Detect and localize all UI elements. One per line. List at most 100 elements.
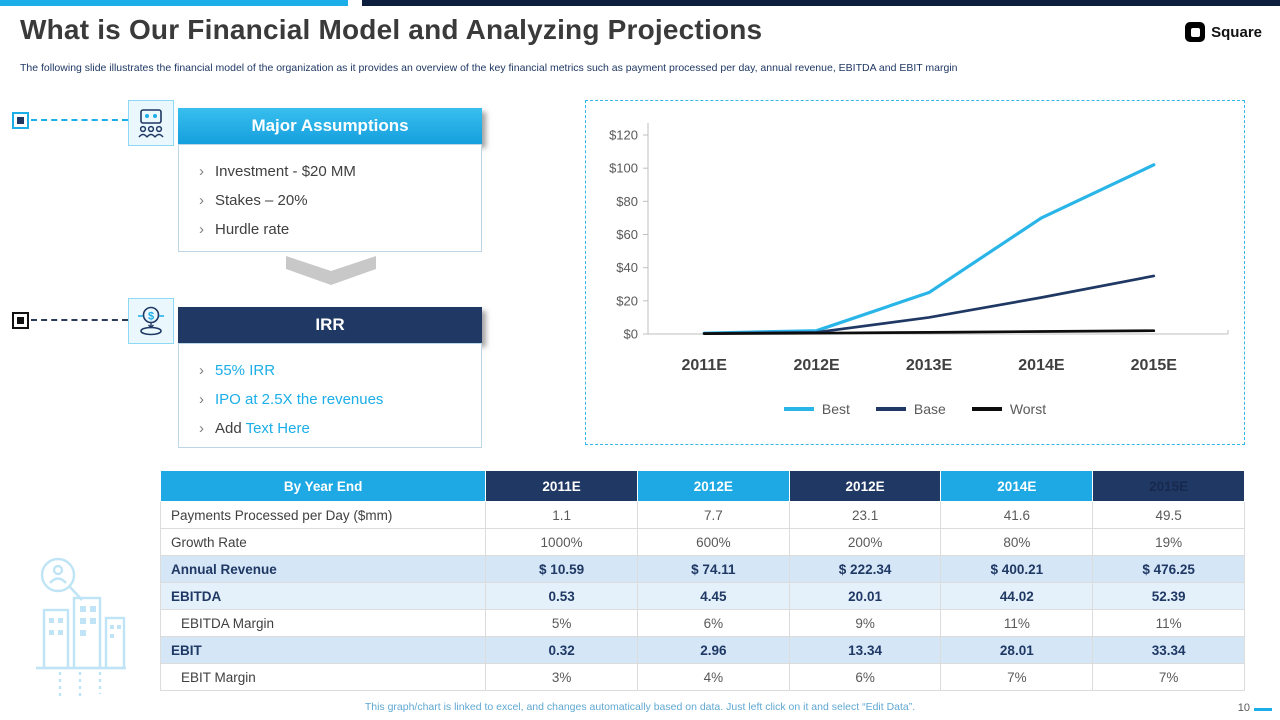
legend-swatch <box>783 407 814 411</box>
major-assumptions-title: Major Assumptions <box>251 116 409 135</box>
bullet-item: › Investment - $20 MM <box>179 157 481 186</box>
row-value: 7% <box>940 663 1094 691</box>
row-value: 600% <box>636 528 790 556</box>
row-value: 52.39 <box>1092 582 1245 610</box>
svg-text:2013E: 2013E <box>906 357 953 374</box>
svg-text:$120: $120 <box>609 128 638 143</box>
bullet-text: Hurdle rate <box>215 221 290 238</box>
table-header-cell: 2011E <box>485 470 638 502</box>
irr-icon-box: $ <box>128 298 174 344</box>
table-header-cell: 2015E <box>1092 470 1245 502</box>
legend-swatch <box>971 407 1002 411</box>
legend-label: Best <box>821 401 850 417</box>
row-label: EBIT Margin <box>159 663 487 691</box>
square-logo-icon <box>1185 22 1206 42</box>
bullet-marker: › <box>199 221 204 238</box>
row-value: $ 400.21 <box>940 555 1094 583</box>
row-label: Annual Revenue <box>159 555 487 583</box>
legend-item: Worst <box>971 401 1047 417</box>
row-value: $ 222.34 <box>788 555 942 583</box>
row-value: 2.96 <box>636 636 790 664</box>
row-value: 5% <box>485 609 638 637</box>
page-number: 10 <box>1237 702 1250 714</box>
dashed-connector <box>31 319 128 321</box>
rail-marker-icon <box>12 112 29 129</box>
svg-text:2012E: 2012E <box>793 357 840 374</box>
table-header-cell: 2012E <box>636 470 790 502</box>
legend-label: Worst <box>1009 401 1047 417</box>
row-value: 0.53 <box>485 582 638 610</box>
row-value: 7% <box>1092 663 1245 691</box>
row-value: 6% <box>788 663 942 691</box>
row-value: 41.6 <box>940 501 1094 529</box>
legend-swatch <box>875 407 906 411</box>
row-value: 11% <box>1092 609 1245 637</box>
financial-metrics-table: By Year End 2011E 2012E 2012E 2014E 2015E Paym… <box>159 470 1245 691</box>
row-value: $ 476.25 <box>1092 555 1245 583</box>
rail-marker-icon <box>12 312 29 329</box>
svg-text:2011E: 2011E <box>682 357 728 374</box>
table-header-row: By Year End 2011E 2012E 2012E 2014E 2015E <box>159 470 1245 502</box>
slide-subtitle: The following slide illustrates the fina… <box>20 62 958 74</box>
major-assumptions-header: Major Assumptions <box>178 108 482 144</box>
bullet-text: Add Text Here <box>215 420 310 437</box>
bullet-text: IPO at 2.5X the revenues <box>215 391 384 408</box>
row-value: 80% <box>940 528 1094 556</box>
svg-text:2015E: 2015E <box>1131 357 1178 374</box>
table-row: EBIT Margin 3% 4% 6% 7% 7% <box>159 663 1245 691</box>
row-label: Growth Rate <box>159 528 487 556</box>
assumptions-icon-box <box>128 100 174 146</box>
projections-line-chart[interactable]: $0 $20 $40 $60 $80 $100 $120 2011E 2012E 2013E 201… <box>585 100 1245 445</box>
row-value: 9% <box>788 609 942 637</box>
row-value: 33.34 <box>1092 636 1245 664</box>
bullet-item: › Stakes – 20% <box>179 186 481 215</box>
table-row: Growth Rate 1000% 600% 200% 80% 19% <box>159 528 1245 556</box>
table-header-cell: 2014E <box>940 470 1094 502</box>
bullet-text: Stakes – 20% <box>215 192 308 209</box>
svg-text:$40: $40 <box>616 260 638 275</box>
page-number-accent-dash <box>1254 708 1272 711</box>
row-value: 44.02 <box>940 582 1094 610</box>
row-value: 13.34 <box>788 636 942 664</box>
meeting-people-icon <box>138 109 164 138</box>
irr-header: IRR <box>178 307 482 343</box>
bullet-text: 55% IRR <box>215 362 276 379</box>
row-value: 20.01 <box>788 582 942 610</box>
table-row: EBITDA Margin 5% 6% 9% 11% 11% <box>159 609 1245 637</box>
legend-item: Best <box>783 401 850 417</box>
table-row: Annual Revenue $ 10.59 $ 74.11 $ 222.34 $ 40… <box>159 555 1245 583</box>
row-value: 200% <box>788 528 942 556</box>
assumptions-list: › Investment - $20 MM › Stakes – 20% › Hurdle… <box>178 144 482 252</box>
row-label: EBITDA Margin <box>159 609 487 637</box>
svg-text:$0: $0 <box>624 327 638 342</box>
bullet-item[interactable]: › Add Text Here <box>179 414 481 443</box>
svg-text:$80: $80 <box>616 194 638 209</box>
top-accent-bar-right <box>362 0 1280 6</box>
row-label: Payments Processed per Day ($mm) <box>159 501 487 529</box>
bullet-item: › IPO at 2.5X the revenues <box>179 385 481 414</box>
brand-logo: Square <box>1185 22 1262 42</box>
row-value: 28.01 <box>940 636 1094 664</box>
dollar-funnel-icon: $ <box>138 306 164 336</box>
bullet-marker: › <box>199 420 204 437</box>
svg-text:$: $ <box>148 311 154 323</box>
svg-text:2014E: 2014E <box>1018 357 1065 374</box>
table-header-cell: 2012E <box>788 470 942 502</box>
row-value: 7.7 <box>636 501 790 529</box>
bullet-text: Investment - $20 MM <box>215 163 356 180</box>
page-title: What is Our Financial Model and Analyzin… <box>20 14 763 45</box>
footer-note: This graph/chart is linked to excel, and… <box>364 701 916 713</box>
logo-text: Square <box>1211 23 1262 41</box>
row-label: EBIT <box>159 636 487 664</box>
bullet-item: › 55% IRR <box>179 356 481 385</box>
table-row: EBIT 0.32 2.96 13.34 28.01 33.34 <box>159 636 1245 664</box>
bullet-item: › Hurdle rate <box>179 215 481 244</box>
table-header-cell: By Year End <box>159 470 487 502</box>
irr-title: IRR <box>315 315 345 334</box>
bullet-marker: › <box>199 192 204 209</box>
row-value: 3% <box>485 663 638 691</box>
row-value: 1.1 <box>485 501 638 529</box>
row-value: 19% <box>1092 528 1245 556</box>
table-row: EBITDA 0.53 4.45 20.01 44.02 52.39 <box>159 582 1245 610</box>
bullet-marker: › <box>199 391 204 408</box>
